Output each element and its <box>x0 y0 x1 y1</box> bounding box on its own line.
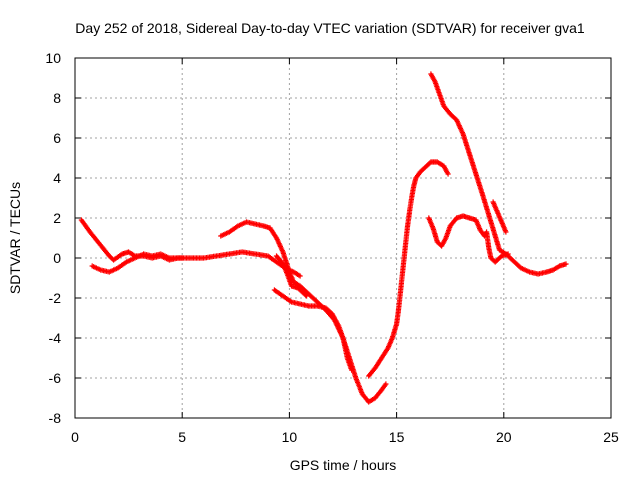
data-point <box>349 367 355 373</box>
y-tick-label: 2 <box>53 210 61 226</box>
data-series <box>218 219 389 405</box>
y-tick-label: -6 <box>49 370 62 386</box>
data-series <box>428 71 569 277</box>
x-tick-label: 10 <box>282 429 298 445</box>
chart-title: Day 252 of 2018, Sidereal Day-to-day VTE… <box>75 20 585 36</box>
x-tick-label: 0 <box>71 429 79 445</box>
grid-lines <box>75 58 611 418</box>
y-tick-label: 6 <box>53 130 61 146</box>
y-tick-label: -2 <box>49 290 62 306</box>
data-point <box>302 292 309 298</box>
data-point <box>383 381 389 387</box>
y-tick-label: -4 <box>49 330 62 346</box>
data-point <box>304 293 310 299</box>
data-series <box>271 287 355 373</box>
y-tick-label: 8 <box>53 90 61 106</box>
data-point <box>563 261 569 267</box>
data-series <box>366 159 451 379</box>
x-axis-label: GPS time / hours <box>290 457 397 473</box>
x-tick-label: 20 <box>496 429 512 445</box>
data-series <box>273 253 310 299</box>
data-series <box>490 199 509 235</box>
data-point <box>505 251 511 257</box>
y-axis-label: SDTVAR / TECUs <box>7 182 23 294</box>
x-tick-label: 5 <box>178 429 186 445</box>
data-point <box>503 229 509 235</box>
axis-ticks: 0 5 10 15 20 25 -8 -6 -4 -2 0 2 4 6 8 10 <box>45 50 619 445</box>
x-tick-label: 25 <box>603 429 619 445</box>
data-series <box>89 249 303 279</box>
data-point <box>427 160 433 166</box>
y-tick-label: 4 <box>53 170 61 186</box>
y-tick-label: 0 <box>53 250 61 266</box>
y-tick-label: 10 <box>45 50 61 66</box>
x-tick-label: 15 <box>389 429 405 445</box>
data-points <box>78 71 569 405</box>
plot-frame <box>74 57 612 419</box>
data-series <box>426 213 511 265</box>
data-point <box>445 171 451 177</box>
y-tick-label: -8 <box>49 410 62 426</box>
data-point <box>297 273 303 279</box>
